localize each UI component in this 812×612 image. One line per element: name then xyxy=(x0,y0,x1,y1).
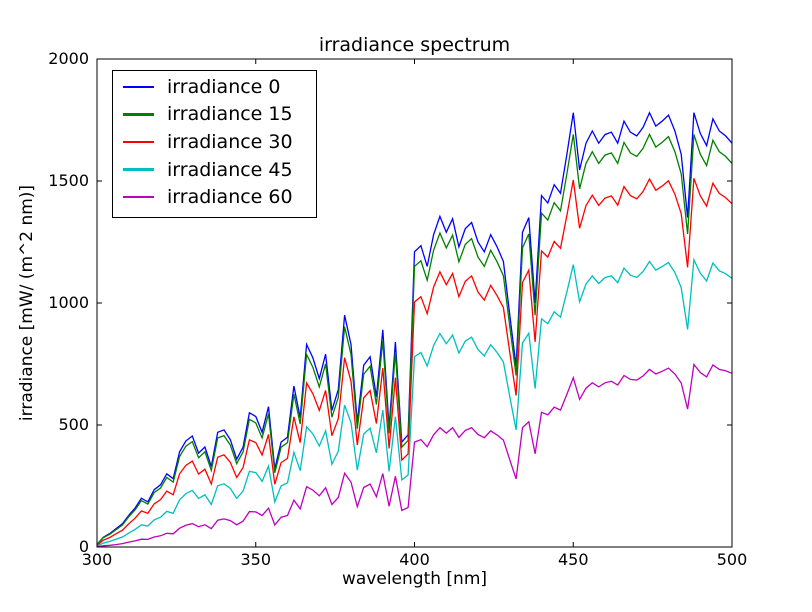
legend-item: irradiance 30 xyxy=(123,128,316,156)
y-tick-label: 0 xyxy=(78,537,89,556)
legend-label: irradiance 30 xyxy=(167,130,293,153)
series-line-irradiance-15 xyxy=(96,132,733,546)
y-tick-label: 2000 xyxy=(48,49,89,68)
legend-swatch-irradiance-45 xyxy=(123,168,154,171)
x-tick-label: 300 xyxy=(81,550,113,569)
series-line-irradiance-30 xyxy=(96,177,733,546)
y-tick-label: 500 xyxy=(58,415,89,434)
x-tick-label: 400 xyxy=(399,550,430,569)
series-line-irradiance-45 xyxy=(96,257,733,547)
legend-item: irradiance 60 xyxy=(123,183,316,211)
legend-swatch-irradiance-0 xyxy=(123,85,154,89)
legend-label: irradiance 60 xyxy=(167,186,293,209)
legend-item: irradiance 45 xyxy=(123,156,316,184)
y-tick-label: 1000 xyxy=(48,293,89,312)
legend-item: irradiance 0 xyxy=(123,73,316,101)
x-tick-label: 350 xyxy=(240,550,272,569)
x-axis-label: wavelength [nm] xyxy=(341,569,488,589)
x-tick-label: 450 xyxy=(557,550,589,569)
legend-label: irradiance 0 xyxy=(167,75,281,98)
legend-item: irradiance 15 xyxy=(123,101,316,129)
series-line-irradiance-60 xyxy=(96,362,733,548)
y-tick-label: 1500 xyxy=(48,171,89,190)
legend-label: irradiance 15 xyxy=(167,103,293,126)
legend-swatch-irradiance-30 xyxy=(123,140,154,144)
legend: irradiance 0 irradiance 15 irradiance 30… xyxy=(112,70,317,218)
legend-swatch-irradiance-15 xyxy=(123,113,154,116)
legend-swatch-irradiance-60 xyxy=(123,195,154,199)
chart-title: irradiance spectrum xyxy=(318,34,511,56)
series-line-irradiance-0 xyxy=(96,111,733,546)
x-tick-label: 500 xyxy=(716,550,748,569)
legend-label: irradiance 45 xyxy=(167,158,293,181)
